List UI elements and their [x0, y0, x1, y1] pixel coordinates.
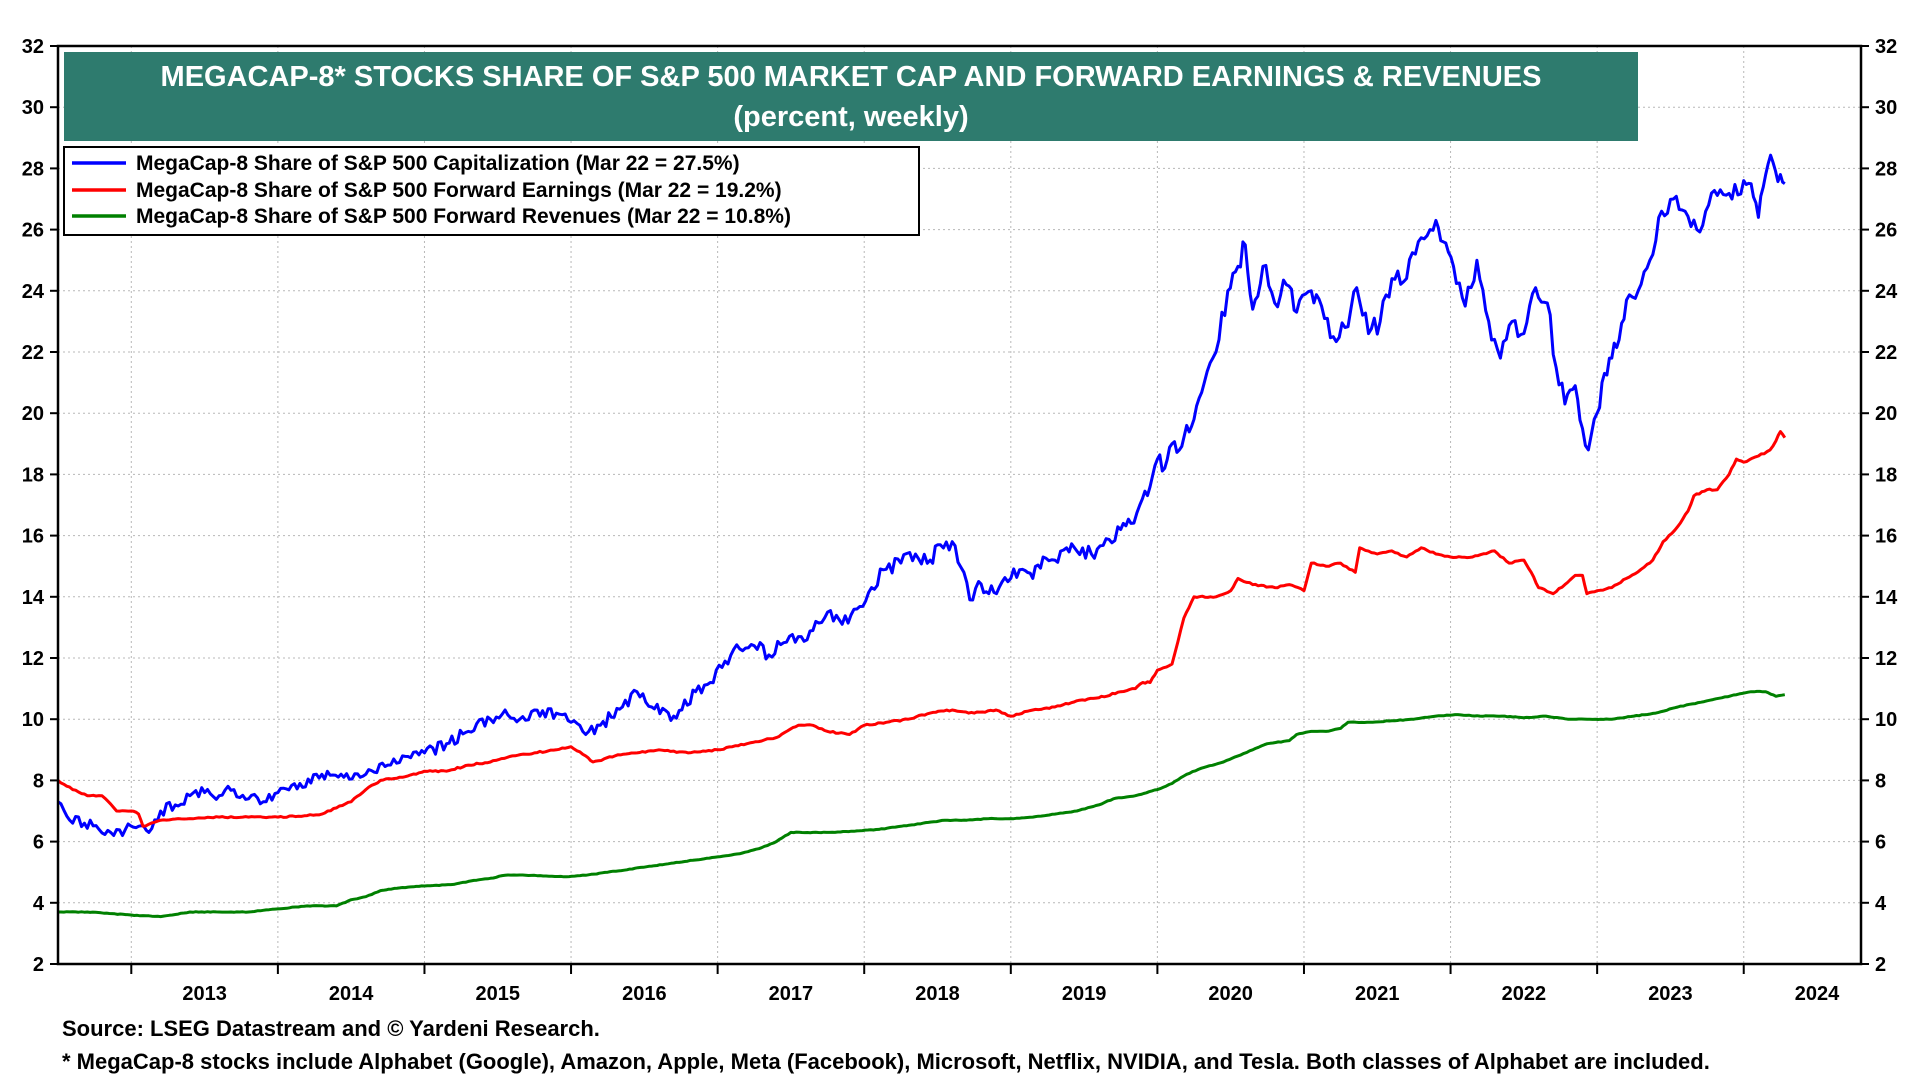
- x-tick-label: 2016: [622, 983, 667, 1005]
- y-tick-label-right: 2: [1875, 954, 1886, 976]
- x-tick-label: 2019: [1062, 983, 1107, 1005]
- series-line-earnings: [57, 430, 1787, 828]
- title-box: MEGACAP-8* STOCKS SHARE OF S&P 500 MARKE…: [64, 52, 1638, 141]
- y-tick-label-left: 8: [33, 770, 44, 792]
- y-tick-label-left: 10: [22, 709, 44, 731]
- x-tick-label: 2014: [329, 983, 374, 1005]
- y-tick-label-left: 22: [22, 342, 44, 364]
- series-line-capitalization: [57, 153, 1786, 837]
- y-tick-label-right: 16: [1875, 526, 1897, 548]
- legend-box: [63, 146, 920, 236]
- series-line-revenues: [58, 689, 1786, 919]
- y-tick-label-left: 14: [22, 587, 45, 609]
- x-tick-label: 2018: [915, 983, 960, 1005]
- grid-lines: [58, 46, 1861, 964]
- y-tick-label-right: 18: [1875, 464, 1897, 486]
- y-tick-label-right: 6: [1875, 832, 1886, 854]
- x-tick-label: 2015: [476, 983, 521, 1005]
- y-tick-label-right: 14: [1875, 587, 1898, 609]
- y-tick-label-left: 16: [22, 526, 44, 548]
- footnote: * MegaCap-8 stocks include Alphabet (Goo…: [62, 1049, 1710, 1074]
- y-tick-label-left: 18: [22, 464, 44, 486]
- y-tick-label-left: 2: [33, 954, 44, 976]
- y-tick-label-left: 12: [22, 648, 44, 670]
- x-tick-label: 2022: [1502, 983, 1547, 1005]
- y-tick-label-left: 28: [22, 158, 44, 180]
- x-tick-label: 2017: [769, 983, 814, 1005]
- x-tick-label: 2021: [1355, 983, 1400, 1005]
- title-background: [64, 52, 1638, 141]
- y-tick-label-left: 6: [33, 832, 44, 854]
- y-tick-label-right: 12: [1875, 648, 1897, 670]
- y-tick-label-right: 24: [1875, 281, 1898, 303]
- y-tick-label-left: 24: [22, 281, 45, 303]
- y-tick-label-right: 4: [1875, 893, 1887, 915]
- y-tick-label-right: 26: [1875, 220, 1897, 242]
- y-tick-label-right: 8: [1875, 770, 1886, 792]
- y-tick-label-left: 4: [33, 893, 45, 915]
- x-tick-label: 2023: [1648, 983, 1693, 1005]
- y-tick-label-right: 22: [1875, 342, 1897, 364]
- y-tick-label-left: 30: [22, 97, 44, 119]
- y-tick-label-right: 28: [1875, 158, 1897, 180]
- x-tick-label: 2013: [182, 983, 227, 1005]
- legend-label-revenues: MegaCap-8 Share of S&P 500 Forward Reven…: [136, 205, 791, 228]
- plot-frame: [56, 44, 1863, 966]
- y-tick-label-right: 20: [1875, 403, 1897, 425]
- legend-label-earnings: MegaCap-8 Share of S&P 500 Forward Earni…: [136, 179, 782, 202]
- source-note: Source: LSEG Datastream and © Yardeni Re…: [62, 1016, 600, 1041]
- y-tick-label-right: 32: [1875, 36, 1897, 58]
- y-tick-label-left: 26: [22, 220, 44, 242]
- chart-subtitle: (percent, weekly): [733, 101, 968, 133]
- x-tick-label: 2020: [1208, 983, 1253, 1005]
- series-lines: [57, 153, 1787, 919]
- y-tick-label-left: 32: [22, 36, 44, 58]
- y-tick-label-left: 20: [22, 403, 44, 425]
- legend: MegaCap-8 Share of S&P 500 Capitalizatio…: [63, 146, 920, 236]
- y-tick-label-right: 30: [1875, 97, 1897, 119]
- y-tick-label-right: 10: [1875, 709, 1897, 731]
- chart-title: MEGACAP-8* STOCKS SHARE OF S&P 500 MARKE…: [161, 61, 1542, 93]
- x-tick-label: 2024: [1795, 983, 1840, 1005]
- legend-label-capitalization: MegaCap-8 Share of S&P 500 Capitalizatio…: [136, 152, 740, 175]
